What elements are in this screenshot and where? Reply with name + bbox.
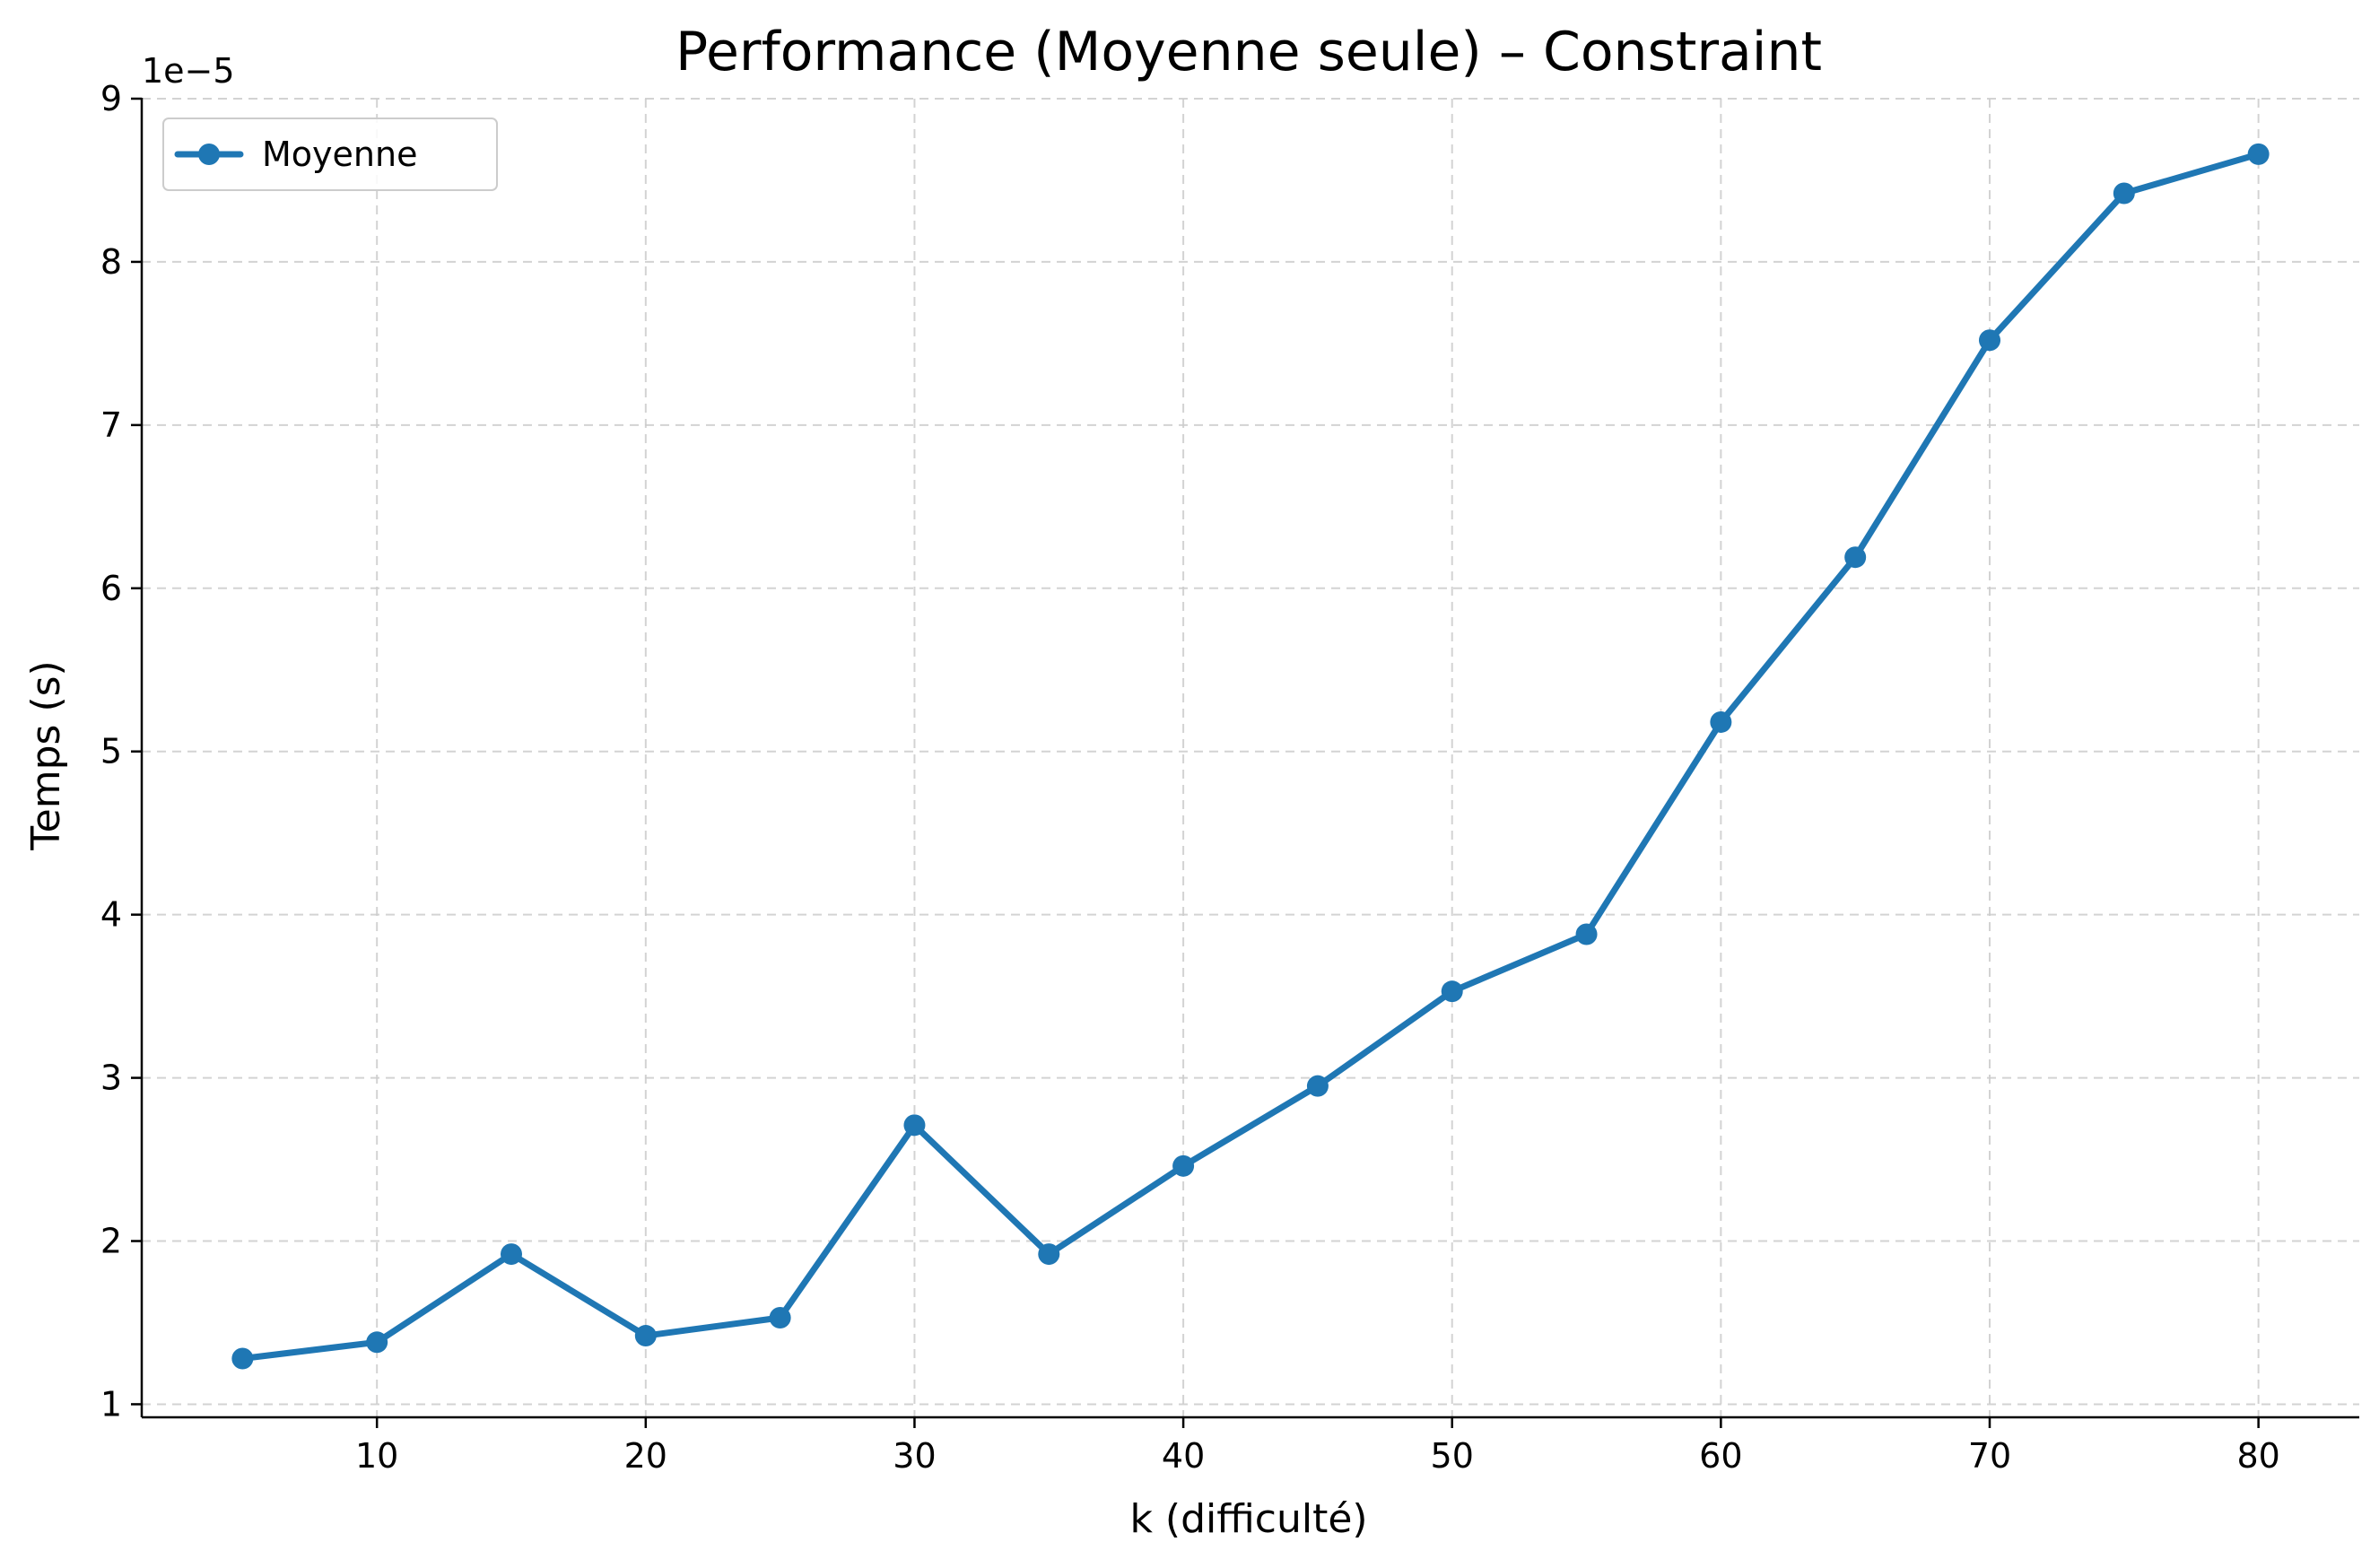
x-tick-label: 70 <box>1968 1436 2011 1476</box>
data-point <box>366 1331 388 1354</box>
legend-label: Moyenne <box>262 135 417 174</box>
data-point <box>1575 923 1598 945</box>
data-point <box>1038 1243 1060 1266</box>
y-tick-label: 3 <box>100 1058 122 1098</box>
data-point <box>634 1325 657 1347</box>
y-axis-offset-label: 1e−5 <box>142 51 235 91</box>
data-point <box>1306 1075 1329 1097</box>
y-tick-label: 7 <box>100 405 122 445</box>
y-tick-label: 4 <box>100 895 122 935</box>
data-point <box>769 1307 791 1329</box>
legend: Moyenne <box>162 118 498 191</box>
y-tick-label: 6 <box>100 569 122 608</box>
y-axis-title: Temps (s) <box>23 660 69 850</box>
legend-marker-swatch <box>198 144 220 165</box>
x-tick-label: 40 <box>1162 1436 1205 1476</box>
y-tick-label: 2 <box>100 1222 122 1261</box>
series-layer <box>231 143 2270 1370</box>
data-point <box>501 1243 522 1266</box>
y-tick-label: 8 <box>100 242 122 282</box>
data-point <box>1441 980 1463 1003</box>
x-tick-label: 80 <box>2236 1436 2279 1476</box>
axes-layer: 10 20 30 40 50 60 70 80 1 2 3 4 5 6 7 8 9 <box>100 79 2359 1476</box>
data-point <box>2113 182 2135 205</box>
y-tick-label: 9 <box>100 79 122 118</box>
x-tick-label: 30 <box>893 1436 936 1476</box>
data-point <box>2247 143 2270 165</box>
x-tick-label: 60 <box>1699 1436 1742 1476</box>
data-point <box>1979 329 2000 352</box>
data-point <box>231 1347 254 1370</box>
x-tick-label: 50 <box>1431 1436 1474 1476</box>
legend-box <box>162 118 498 191</box>
x-axis-title: k (difficulté) <box>1129 1496 1367 1542</box>
x-tick-label: 20 <box>624 1436 667 1476</box>
x-tick-label: 10 <box>355 1436 398 1476</box>
chart-title: Performance (Moyenne seule) – Constraint <box>675 21 1822 83</box>
data-point <box>903 1114 926 1137</box>
y-tick-label: 5 <box>100 732 122 771</box>
data-point <box>1172 1154 1195 1177</box>
data-point <box>1844 546 1867 569</box>
grid-layer <box>142 98 2359 1417</box>
y-tick-label: 1 <box>100 1384 122 1424</box>
series-line-moyenne <box>239 151 2262 1363</box>
data-point <box>1710 710 1732 733</box>
